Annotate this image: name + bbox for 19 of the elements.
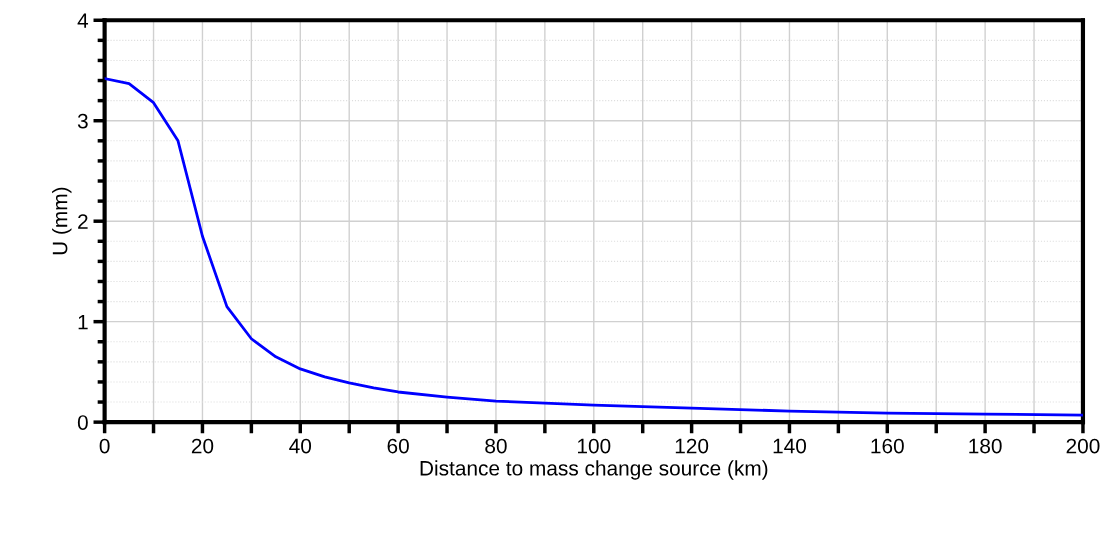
x-tick-label: 180 bbox=[969, 438, 1002, 454]
x-tick-label: 160 bbox=[871, 438, 904, 454]
x-tick-label: 20 bbox=[191, 438, 214, 454]
y-tick-label: 3 bbox=[77, 113, 88, 129]
y-axis-title: U (mm) bbox=[52, 187, 72, 255]
x-tick-label: 80 bbox=[485, 438, 507, 454]
y-tick-label: 1 bbox=[78, 314, 88, 330]
line-series bbox=[104, 77, 1083, 417]
x-tick-label: 200 bbox=[1066, 438, 1100, 454]
y-tick-label: 0 bbox=[77, 415, 88, 430]
x-tick-label: 60 bbox=[387, 438, 409, 454]
y-tick-label: 4 bbox=[77, 13, 89, 28]
x-tick-label: 140 bbox=[773, 438, 807, 454]
x-tick-label: 0 bbox=[99, 438, 110, 454]
x-tick-label: 100 bbox=[578, 438, 611, 454]
x-axis-title: Distance to mass change source (km) bbox=[420, 460, 768, 480]
x-tick-label: 40 bbox=[289, 438, 312, 454]
y-tick-label: 2 bbox=[78, 214, 88, 229]
x-tick-label: 120 bbox=[675, 438, 709, 454]
